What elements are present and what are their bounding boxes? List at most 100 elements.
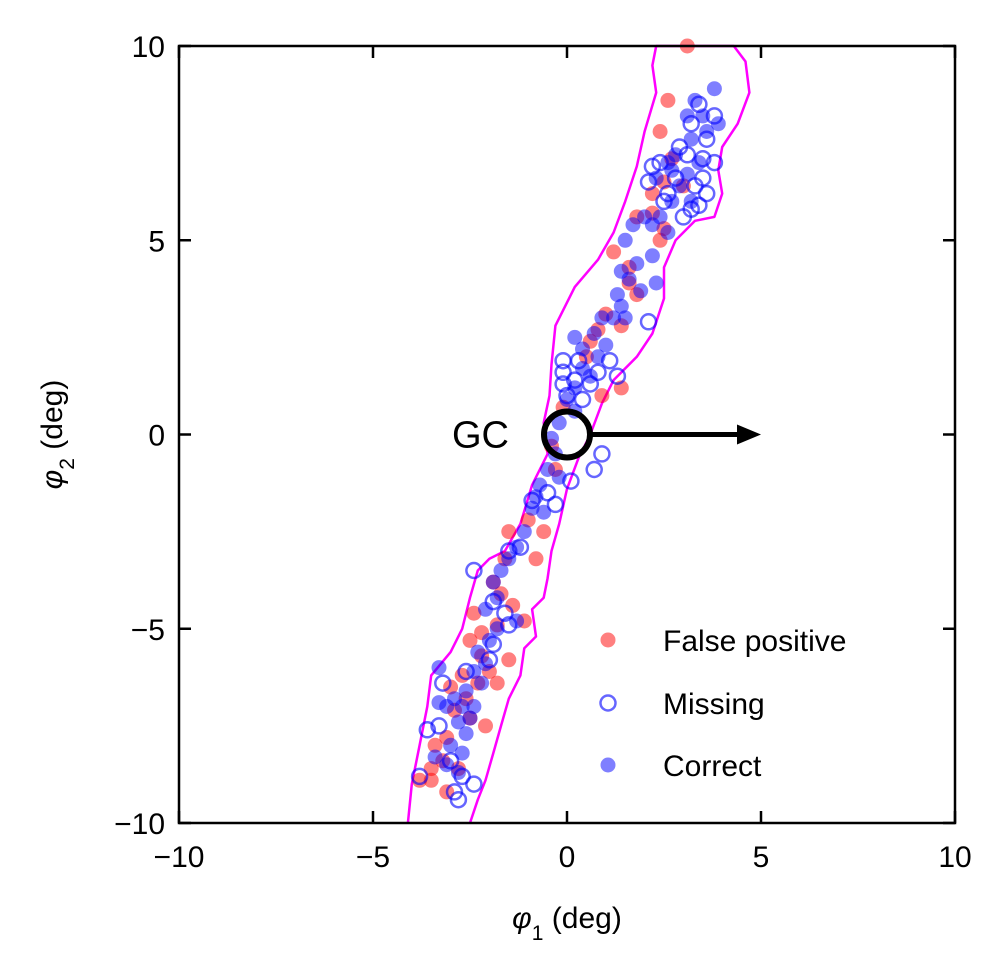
correct-point xyxy=(431,660,447,676)
correct-point xyxy=(528,489,544,505)
missing-point xyxy=(674,208,693,226)
correct-point xyxy=(575,341,590,357)
points-layer xyxy=(410,38,726,809)
correct-point xyxy=(474,675,490,691)
missing-point xyxy=(608,367,627,385)
correct-point xyxy=(551,469,567,485)
correct-point xyxy=(454,745,470,761)
correct-point xyxy=(450,765,466,780)
missing-point xyxy=(449,790,468,809)
x-axis-unit: (deg) xyxy=(543,902,621,935)
correct-point xyxy=(458,726,474,742)
y-tick-label: −5 xyxy=(131,614,165,647)
legend: False positive Missing Correct xyxy=(599,625,846,783)
missing-point xyxy=(418,721,437,739)
legend-label-correct: Correct xyxy=(663,750,762,783)
missing-point xyxy=(554,363,572,382)
correct-point xyxy=(481,632,497,648)
correct-point xyxy=(629,256,645,272)
correct-point xyxy=(679,108,695,124)
correct-point xyxy=(699,124,715,139)
y-tick-label: 5 xyxy=(148,225,165,258)
ticks-layer: −10 −5 0 5 10 −10 −5 0 5 10 xyxy=(114,31,972,874)
correct-point xyxy=(551,415,567,431)
correct-point xyxy=(431,695,447,711)
gc-marker xyxy=(541,408,593,461)
y-tick-label: 10 xyxy=(132,31,165,64)
correct-point xyxy=(633,283,649,299)
missing-point xyxy=(546,495,565,514)
missing-point xyxy=(496,604,514,622)
false-positive-point xyxy=(652,124,668,139)
correct-point xyxy=(470,644,486,660)
correct-point xyxy=(478,656,493,672)
correct-point xyxy=(648,275,664,291)
correct-point xyxy=(621,271,637,287)
correct-point xyxy=(559,392,575,407)
missing-point xyxy=(410,767,429,786)
correct-point xyxy=(637,209,653,225)
plot-frame xyxy=(177,44,957,825)
correct-point xyxy=(683,193,699,209)
correct-point xyxy=(509,613,525,629)
correct-point xyxy=(478,601,493,617)
missing-point xyxy=(705,153,724,172)
false-positive-point xyxy=(505,597,521,613)
correct-point xyxy=(509,539,525,555)
y-axis-label: φ2 (deg) xyxy=(36,380,79,490)
correct-point xyxy=(691,155,707,171)
missing-point xyxy=(697,184,716,203)
missing-point xyxy=(639,313,658,331)
correct-point xyxy=(524,500,540,516)
correct-point xyxy=(644,248,660,264)
correct-point xyxy=(660,225,676,240)
correct-point xyxy=(617,310,633,326)
y-axis-symbol: φ xyxy=(36,470,69,490)
correct-point xyxy=(493,563,509,578)
false-positive-point xyxy=(501,652,517,668)
false-positive-point xyxy=(528,551,544,567)
correct-point xyxy=(598,337,614,353)
missing-point xyxy=(434,674,452,692)
correct-point xyxy=(443,737,459,753)
x-axis-label: φ1 (deg) xyxy=(512,902,622,945)
false-positive-point xyxy=(478,718,493,734)
missing-point xyxy=(585,460,603,479)
correct-point xyxy=(427,749,443,765)
false-positive-point xyxy=(489,675,505,691)
legend-marker-false-positive xyxy=(600,632,616,648)
missing-point xyxy=(465,561,483,580)
missing-point xyxy=(465,775,483,793)
correct-point xyxy=(606,310,622,326)
missing-point xyxy=(694,169,712,187)
correct-point xyxy=(454,699,470,714)
correct-point xyxy=(664,162,680,178)
false-positive-point xyxy=(606,244,622,260)
x-axis-symbol: φ xyxy=(512,902,532,935)
legend-marker-missing xyxy=(599,694,617,712)
x-axis-subscript: 1 xyxy=(532,922,544,945)
correct-point xyxy=(672,178,687,194)
missing-point xyxy=(593,445,611,463)
correct-point xyxy=(706,81,722,97)
correct-point xyxy=(710,116,726,132)
legend-label-false-positive: False positive xyxy=(663,625,846,658)
false-positive-point xyxy=(536,524,552,540)
x-tick-label: −5 xyxy=(356,841,390,874)
correct-point xyxy=(501,551,517,567)
correct-point xyxy=(462,710,478,726)
correct-point xyxy=(516,524,532,540)
correct-point xyxy=(664,193,680,209)
correct-point xyxy=(590,349,606,365)
correct-point xyxy=(489,590,505,606)
correct-point xyxy=(439,757,455,773)
false-positive-point xyxy=(466,605,482,621)
false-positive-point xyxy=(594,388,610,404)
legend-marker-correct xyxy=(600,757,616,773)
correct-point xyxy=(458,683,474,699)
false-positive-point xyxy=(501,524,517,540)
y-axis-subscript: 2 xyxy=(56,458,79,470)
correct-point xyxy=(536,504,552,520)
missing-point xyxy=(573,390,592,409)
x-tick-label: 10 xyxy=(938,841,971,874)
